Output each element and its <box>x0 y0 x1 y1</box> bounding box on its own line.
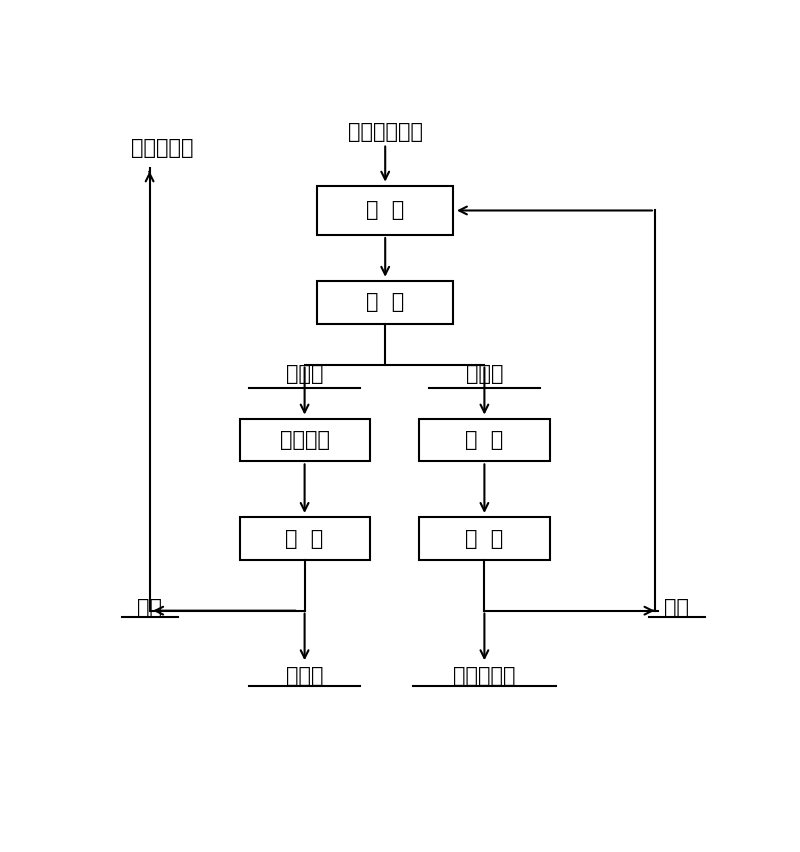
Bar <box>317 281 454 324</box>
Bar <box>239 517 370 560</box>
Text: 高砷治金废料: 高砷治金废料 <box>348 122 422 141</box>
Bar <box>317 186 454 235</box>
Text: 氧化酸浸: 氧化酸浸 <box>280 430 330 450</box>
Text: 过  滤: 过 滤 <box>366 292 404 313</box>
Text: 水  浸: 水 浸 <box>366 200 404 221</box>
Text: 结  晶: 结 晶 <box>466 430 503 450</box>
Text: 去后续处理: 去后续处理 <box>130 138 194 158</box>
Text: 母液: 母液 <box>664 597 689 618</box>
Text: 浸出液: 浸出液 <box>466 365 503 384</box>
Text: 水浸渣: 水浸渣 <box>286 365 323 384</box>
Text: 过  滤: 过 滤 <box>286 528 324 549</box>
Bar <box>419 517 550 560</box>
Text: 三氧化二砷: 三氧化二砷 <box>453 666 516 687</box>
Bar <box>419 419 550 462</box>
Text: 过  滤: 过 滤 <box>466 528 503 549</box>
Text: 脱砷料: 脱砷料 <box>286 666 323 687</box>
Bar <box>239 419 370 462</box>
Text: 滤液: 滤液 <box>137 597 162 618</box>
